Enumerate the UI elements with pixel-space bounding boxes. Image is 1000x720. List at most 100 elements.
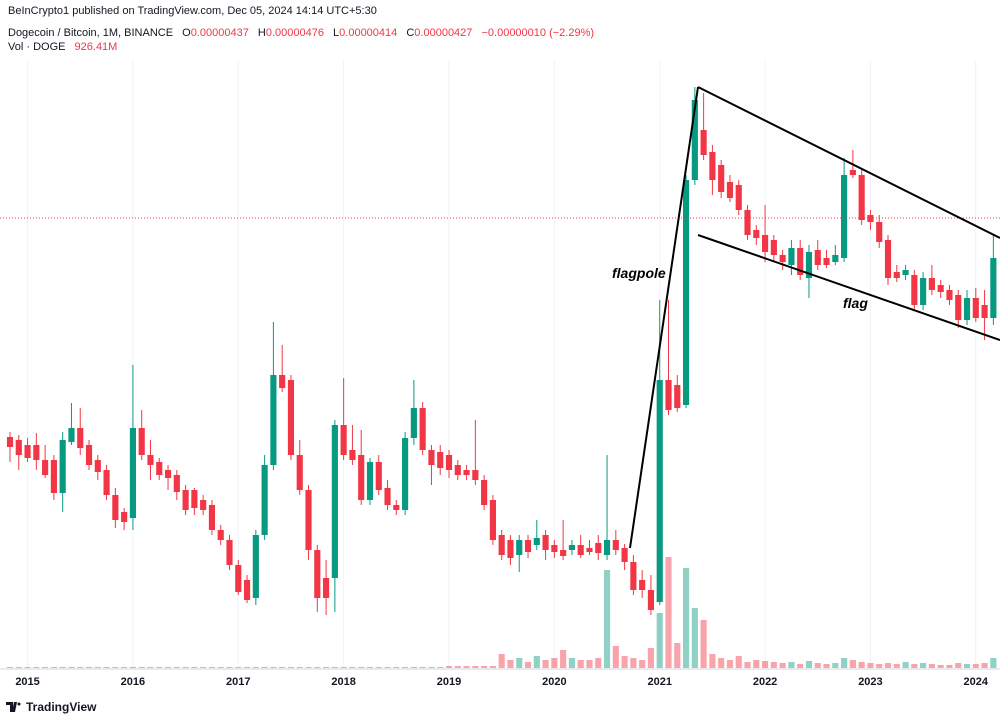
volume-bar (94, 667, 101, 668)
flag-upper-line (697, 86, 1000, 239)
volume-bar (691, 608, 698, 668)
logo-mark (6, 702, 17, 712)
volume-bar (946, 665, 953, 668)
x-tick-label: 2023 (858, 676, 882, 688)
candle-body (498, 535, 505, 555)
candle-body (59, 440, 66, 493)
candle-body (700, 130, 707, 155)
logo (6, 702, 21, 712)
volume-bar (735, 656, 742, 668)
candle-body (524, 540, 532, 552)
open-value: 0.00000437 (190, 27, 249, 39)
volume-bar (884, 663, 892, 668)
candle-body (331, 425, 338, 578)
close-value: 0.00000427 (414, 27, 473, 39)
candle-body (305, 490, 312, 550)
volume-bar (428, 667, 435, 668)
candle-body (42, 460, 49, 475)
candle-body (463, 470, 470, 475)
candle-body (402, 438, 409, 510)
volume-bar (753, 660, 760, 668)
candle-body (656, 380, 663, 602)
candle-body (770, 240, 777, 255)
candle-body (147, 455, 154, 465)
candle-body (709, 152, 716, 180)
volume-bar (68, 667, 75, 668)
volume-bar (375, 667, 382, 668)
candle-body (428, 450, 435, 465)
candle-body (296, 455, 303, 490)
candle-body (208, 505, 216, 530)
o-label: O (182, 27, 191, 39)
volume-bar (990, 658, 997, 668)
candle-body (876, 222, 883, 242)
candle-body (358, 455, 365, 500)
volume-bar (841, 658, 848, 668)
volume-bar (867, 663, 874, 668)
volume-bar (445, 666, 453, 668)
volume-bar (963, 664, 971, 668)
candle-body (560, 550, 567, 556)
volume-bar (603, 570, 611, 668)
volume-bar (560, 650, 567, 668)
volume-bar (463, 666, 470, 668)
volume-bar (173, 667, 180, 668)
volume-bar (85, 667, 93, 668)
volume-bar (296, 667, 303, 668)
volume-bar (823, 664, 830, 668)
volume-bar (770, 662, 777, 668)
volume-bar (814, 663, 821, 668)
x-tick-label: 2017 (226, 676, 250, 688)
volume-bar (402, 667, 409, 668)
candle-body (94, 460, 101, 472)
candle-body (129, 428, 136, 518)
candle-body (217, 530, 224, 540)
volume-bar (235, 667, 242, 668)
annotation: flagpole (612, 265, 666, 281)
volume-bar (340, 667, 347, 668)
candle-body (937, 285, 944, 292)
candle-body (621, 548, 628, 562)
volume-bar (797, 664, 804, 668)
candle-body (15, 440, 22, 455)
volume-bar (279, 667, 286, 668)
candle-body (744, 210, 751, 235)
volume-bar (700, 620, 707, 668)
volume-bar (358, 667, 365, 668)
volume-bar (252, 667, 259, 668)
candle-body (173, 475, 180, 492)
volume-line: Vol · DOGE 926.41M (8, 41, 117, 53)
x-tick-label: 2018 (331, 676, 355, 688)
volume-bar (788, 662, 795, 668)
candle-body (639, 580, 646, 590)
candle-body (243, 580, 251, 600)
volume-bar (42, 667, 49, 668)
candle-body (612, 540, 619, 550)
volume-bar (24, 667, 31, 668)
candle-body (972, 298, 979, 318)
volume-bar (893, 664, 900, 668)
volume-bar (314, 667, 321, 668)
candle-body (366, 462, 374, 500)
candle-body (981, 305, 988, 318)
candle-body (314, 550, 321, 598)
candle-body (235, 565, 242, 592)
x-tick-label: 2020 (542, 676, 566, 688)
x-tick-label: 2019 (437, 676, 461, 688)
volume-bar (498, 654, 505, 668)
candle-body (533, 538, 540, 545)
volume-bar (103, 667, 110, 668)
candle-body (823, 258, 830, 265)
logo-dot (17, 702, 21, 706)
volume-bar (709, 654, 716, 668)
candle-body (691, 100, 698, 180)
candle-body (410, 408, 417, 438)
volume-bar (419, 667, 426, 668)
candle-body (50, 460, 57, 493)
volume-bar (533, 656, 540, 668)
volume-bar (156, 667, 163, 668)
volume-bar (112, 667, 119, 668)
volume-bar (928, 664, 935, 668)
candle-body (384, 488, 391, 505)
